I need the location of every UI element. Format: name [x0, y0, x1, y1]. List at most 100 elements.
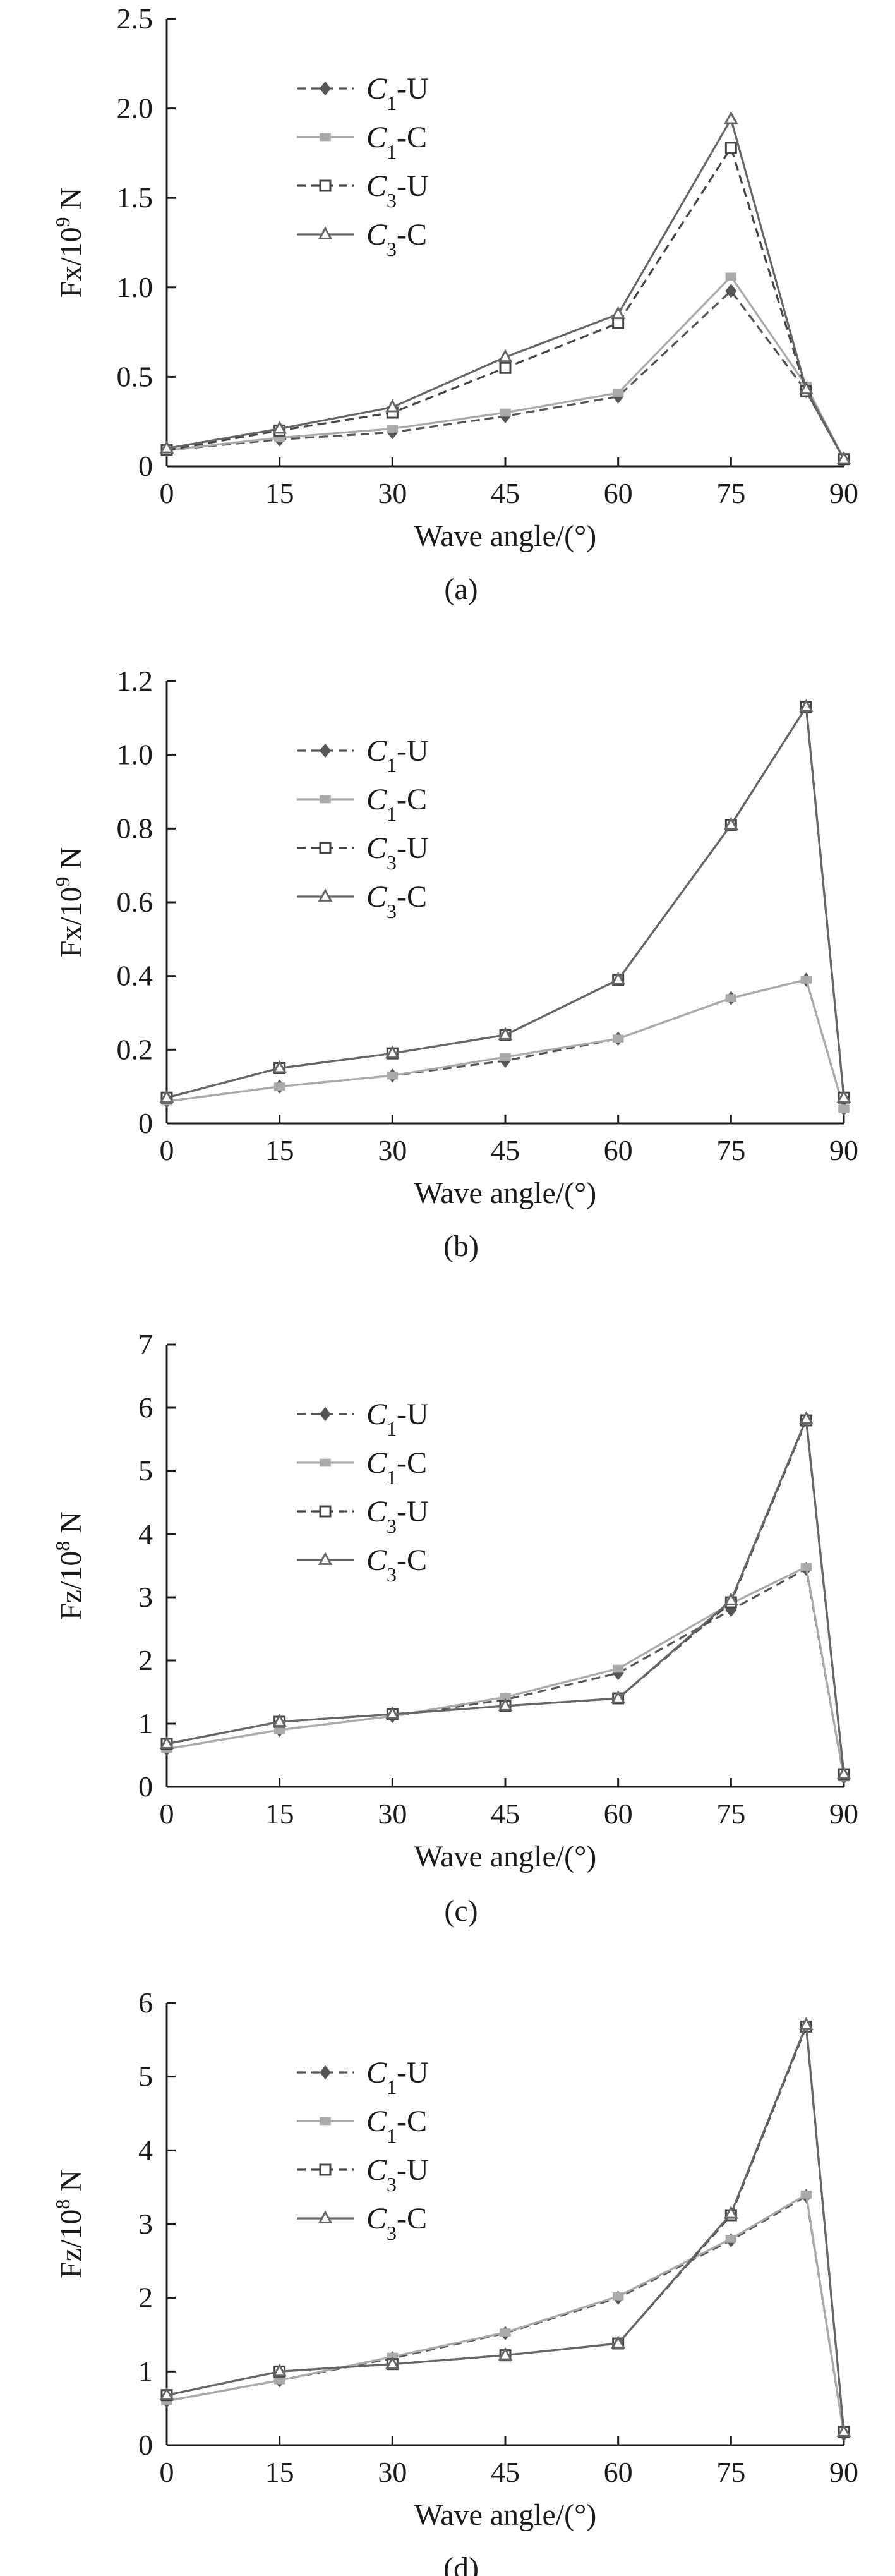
data-point-C1-C	[725, 2234, 737, 2243]
series-line-C1-C	[166, 1566, 845, 1778]
series-line-C1-C	[166, 275, 845, 460]
x-axis-title: Wave angle/(°)	[414, 2498, 597, 2532]
legend-label-symbol: C	[366, 831, 387, 865]
data-point-C1-C	[800, 2190, 812, 2199]
y-tick-label: 4	[138, 2134, 153, 2166]
legend-label-C1-U: C1-U	[366, 1398, 429, 1440]
data-point-C3-U	[612, 317, 625, 329]
x-tick-label: 45	[491, 2456, 520, 2488]
legend-label-symbol: C	[366, 1398, 387, 1431]
legend-label-symbol: C	[366, 2202, 387, 2235]
y-axis-title: Fz/108 N	[51, 2170, 88, 2278]
legend-label-symbol: C	[366, 72, 387, 106]
y-tick-label: 1.5	[117, 181, 153, 214]
data-point-C3-C	[799, 381, 814, 395]
legend-label-symbol: C	[366, 880, 387, 914]
data-point-C3-C	[611, 306, 626, 320]
series-C1-U	[161, 2189, 850, 2441]
x-tick-label: 90	[829, 2456, 858, 2488]
legend-label-symbol: C	[366, 2056, 387, 2089]
data-point-C1-C	[725, 994, 737, 1003]
y-tick-label: 2	[138, 1644, 153, 1676]
series-line-C1-C	[166, 2193, 845, 2434]
legend-label-suffix: -U	[397, 169, 429, 203]
y-tick-label: 2	[138, 2282, 153, 2314]
y-tick-label: 0	[138, 1770, 153, 1803]
data-point-C1-C	[500, 408, 511, 417]
series-line-C3-U	[166, 147, 845, 460]
y-tick-label: 0	[138, 450, 153, 482]
chart-panel-2: 0 0.2 0.4 0.6 0.8 1.0 1.2 0 15 30 45 60 75 90 Wave ang…	[51, 665, 858, 1263]
legend: C1-UC1-CC3-UC3-C	[297, 1398, 429, 1586]
y-tick-label: 0.4	[117, 960, 153, 992]
legend-label-suffix: -U	[397, 1398, 429, 1431]
x-tick-label: 15	[265, 1134, 294, 1166]
legend-label-C3-U: C3-U	[366, 2153, 429, 2196]
legend-label-subscript: 3	[387, 1563, 397, 1586]
data-point-C3-C	[272, 420, 287, 434]
legend-label-suffix: -U	[397, 2056, 429, 2089]
y-axis-title-unit: N	[54, 188, 88, 217]
data-point-C3-C	[611, 1690, 626, 1703]
legend-label-symbol: C	[366, 783, 387, 816]
y-tick-label: 0.8	[117, 812, 153, 844]
data-point-C3-C	[723, 816, 738, 830]
data-point-C3-C	[836, 2424, 851, 2437]
data-point-C3-C	[611, 2335, 626, 2349]
legend-label-C3-U: C3-U	[366, 1495, 429, 1537]
legend-label-symbol: C	[366, 2153, 387, 2187]
y-tick-label: 3	[138, 1581, 153, 1613]
legend: C1-UC1-CC3-UC3-C	[297, 734, 429, 922]
data-point-C3-U	[499, 361, 512, 374]
x-tick-label: 0	[160, 2456, 174, 2488]
y-axis-title-base: Fz/10	[54, 1551, 88, 1620]
data-point-C3-C	[799, 1411, 814, 1424]
legend-label-subscript: 3	[387, 189, 397, 212]
y-tick-label: 6	[138, 1391, 153, 1424]
x-tick-label: 75	[716, 477, 745, 509]
legend-label-C3-C: C3-C	[366, 218, 427, 260]
legend-label-suffix: -C	[397, 1446, 427, 1480]
x-tick-label: 15	[265, 1798, 294, 1830]
x-axis-title: Wave angle/(°)	[414, 1840, 597, 1873]
data-point-C1-C	[612, 1664, 624, 1673]
y-axis-title-base: Fx/10	[54, 886, 88, 957]
legend-label-subscript: 1	[387, 754, 397, 777]
series-line-C3-C	[166, 118, 845, 460]
data-point-C3-C	[498, 1027, 513, 1040]
legend-label-subscript: 1	[387, 1466, 397, 1489]
legend-label-C1-C: C1-C	[366, 2105, 427, 2147]
legend-marker-C3-C	[318, 888, 333, 902]
x-tick-label: 60	[604, 2456, 633, 2488]
legend-marker-C1-C	[320, 2117, 331, 2126]
data-point-C3-C	[159, 2386, 174, 2400]
legend-label-suffix: -C	[397, 2202, 427, 2235]
legend-label-subscript: 1	[387, 1417, 397, 1440]
y-tick-label: 4	[138, 1518, 153, 1550]
x-tick-label: 30	[378, 1798, 407, 1830]
legend: C1-UC1-CC3-UC3-C	[297, 72, 429, 260]
data-point-C1-C	[387, 1071, 399, 1080]
series-line-C1-U	[166, 978, 845, 1110]
legend-label-suffix: -U	[397, 2153, 429, 2187]
y-axis-title-unit: N	[54, 2170, 88, 2199]
legend-label-symbol: C	[366, 1544, 387, 1577]
data-point-C3-C	[799, 699, 814, 712]
legend-label-subscript: 3	[387, 900, 397, 922]
data-point-C3-C	[836, 1089, 851, 1103]
legend-label-symbol: C	[366, 1495, 387, 1528]
data-point-C3-C	[159, 1089, 174, 1103]
data-point-C1-C	[273, 2376, 285, 2385]
y-tick-label: 1	[138, 1707, 153, 1739]
series-C3-C	[159, 1411, 851, 1779]
legend-label-symbol: C	[366, 1446, 387, 1480]
legend-label-symbol: C	[366, 2105, 387, 2138]
data-point-C1-U	[725, 284, 737, 298]
legend-label-symbol: C	[366, 218, 387, 251]
legend-label-symbol: C	[366, 169, 387, 203]
y-tick-label: 1	[138, 2355, 153, 2387]
y-axis-title-base: Fx/10	[54, 227, 88, 298]
data-point-C3-C	[723, 2205, 738, 2219]
y-tick-label: 1.2	[117, 665, 153, 697]
